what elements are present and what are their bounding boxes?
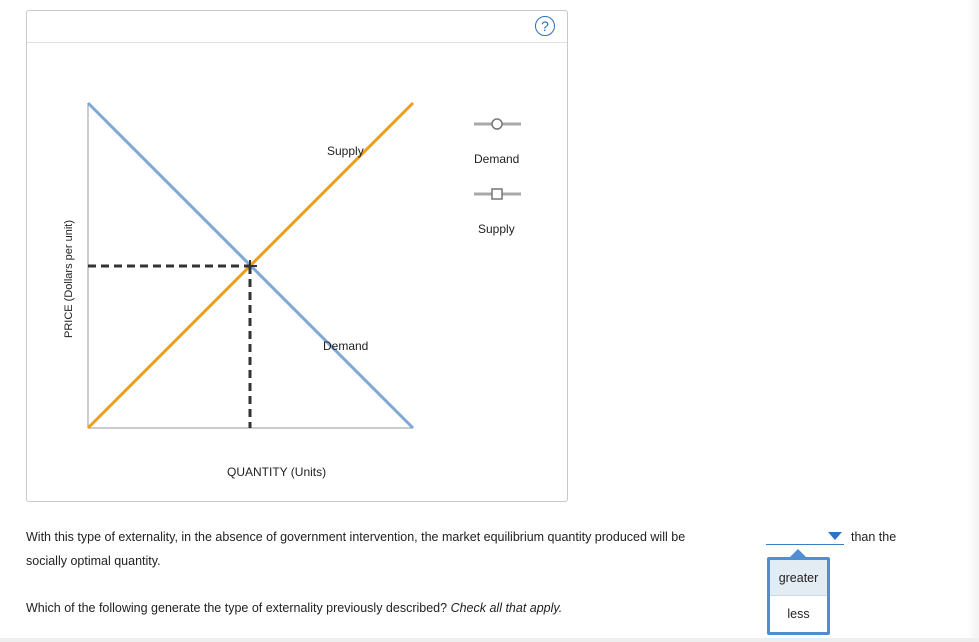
graph-panel: ? PRICE (Dollars per unit) QUANTITY (Uni…: [26, 10, 568, 502]
dropdown-menu: greater less: [767, 557, 830, 635]
demand-curve-label: Demand: [323, 339, 369, 353]
graph-header: ?: [27, 11, 567, 43]
y-axis-label: PRICE (Dollars per unit): [63, 220, 75, 338]
question-line-1: With this type of externality, in the ab…: [26, 530, 686, 544]
dropdown-option-greater[interactable]: greater: [770, 560, 827, 596]
x-axis-label: QUANTITY (Units): [227, 465, 327, 479]
graph-canvas: [86, 101, 521, 430]
page-scrollbar[interactable]: [967, 0, 979, 642]
question-line-2: socially optimal quantity.: [26, 554, 161, 568]
supply-curve-label: Supply: [327, 144, 364, 158]
legend-supply-label: Supply: [478, 222, 515, 236]
square-marker-icon: [491, 188, 503, 200]
question-2-hint: Check all that apply.: [450, 601, 563, 615]
legend-demand-label: Demand: [474, 152, 520, 166]
dropdown-pointer: [790, 549, 806, 557]
dropdown-option-less[interactable]: less: [770, 596, 827, 632]
bottom-edge: [0, 638, 979, 642]
question-2-text: Which of the following generate the type…: [26, 601, 448, 615]
legend-supply-tool[interactable]: [474, 188, 521, 200]
question-2: Which of the following generate the type…: [26, 601, 562, 615]
externality-quantity-dropdown[interactable]: [766, 528, 844, 545]
question-mark-icon[interactable]: ?: [535, 16, 555, 36]
legend-demand-tool[interactable]: [474, 118, 521, 130]
chevron-down-icon[interactable]: [828, 532, 842, 540]
question-line-1-tail: than the: [851, 530, 897, 544]
circle-marker-icon: [491, 118, 503, 130]
